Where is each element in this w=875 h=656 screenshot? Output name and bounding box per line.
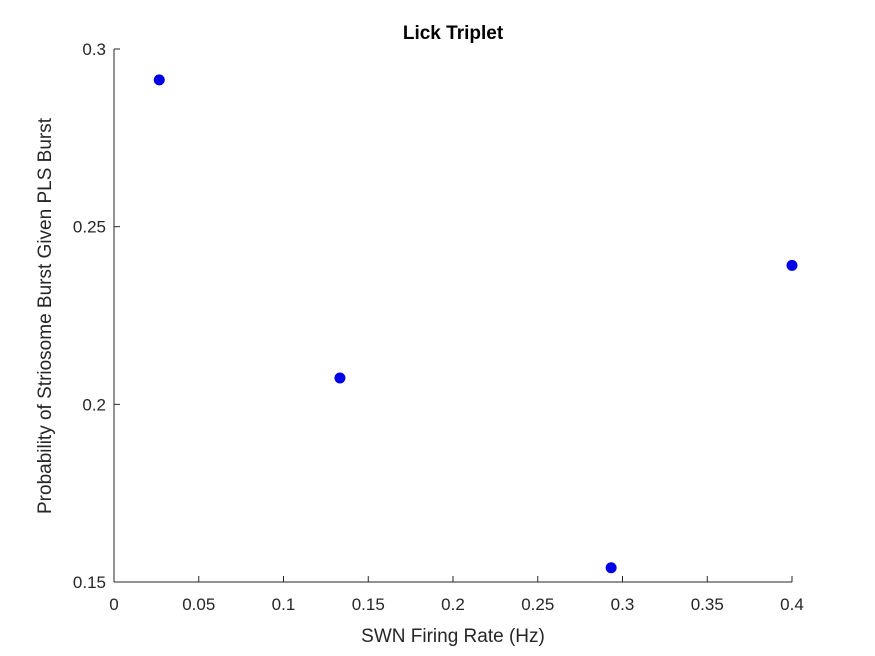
x-tick-label: 0.15 xyxy=(352,595,385,614)
data-points xyxy=(153,74,798,574)
y-tick-label: 0.15 xyxy=(73,573,106,592)
y-tick-label: 0.25 xyxy=(73,218,106,237)
x-axis-label: SWN Firing Rate (Hz) xyxy=(361,626,545,647)
y-tick-label: 0.3 xyxy=(82,40,106,59)
x-tick-label: 0.2 xyxy=(441,595,465,614)
x-tick-label: 0.05 xyxy=(182,595,215,614)
plot-area: 0 0.05 0.1 0.15 0.2 0.25 0.3 0.35 0.4 0.15 0.2 0.2… xyxy=(73,40,804,614)
data-point xyxy=(786,259,798,271)
x-tick-label: 0.3 xyxy=(611,595,635,614)
x-ticks: 0 0.05 0.1 0.15 0.2 0.25 0.3 0.35 0.4 xyxy=(109,576,804,614)
y-ticks: 0.15 0.2 0.25 0.3 xyxy=(73,40,120,592)
y-tick-label: 0.2 xyxy=(82,395,106,414)
data-point xyxy=(334,372,346,384)
x-tick-label: 0.1 xyxy=(272,595,296,614)
data-point xyxy=(605,562,617,574)
data-point xyxy=(153,74,165,86)
x-tick-label: 0.25 xyxy=(521,595,554,614)
x-tick-label: 0 xyxy=(109,595,118,614)
x-tick-label: 0.35 xyxy=(691,595,724,614)
x-tick-label: 0.4 xyxy=(780,595,804,614)
y-axis-label: Probability of Striosome Burst Given PLS… xyxy=(35,117,56,514)
chart-title: Lick Triplet xyxy=(403,23,504,44)
